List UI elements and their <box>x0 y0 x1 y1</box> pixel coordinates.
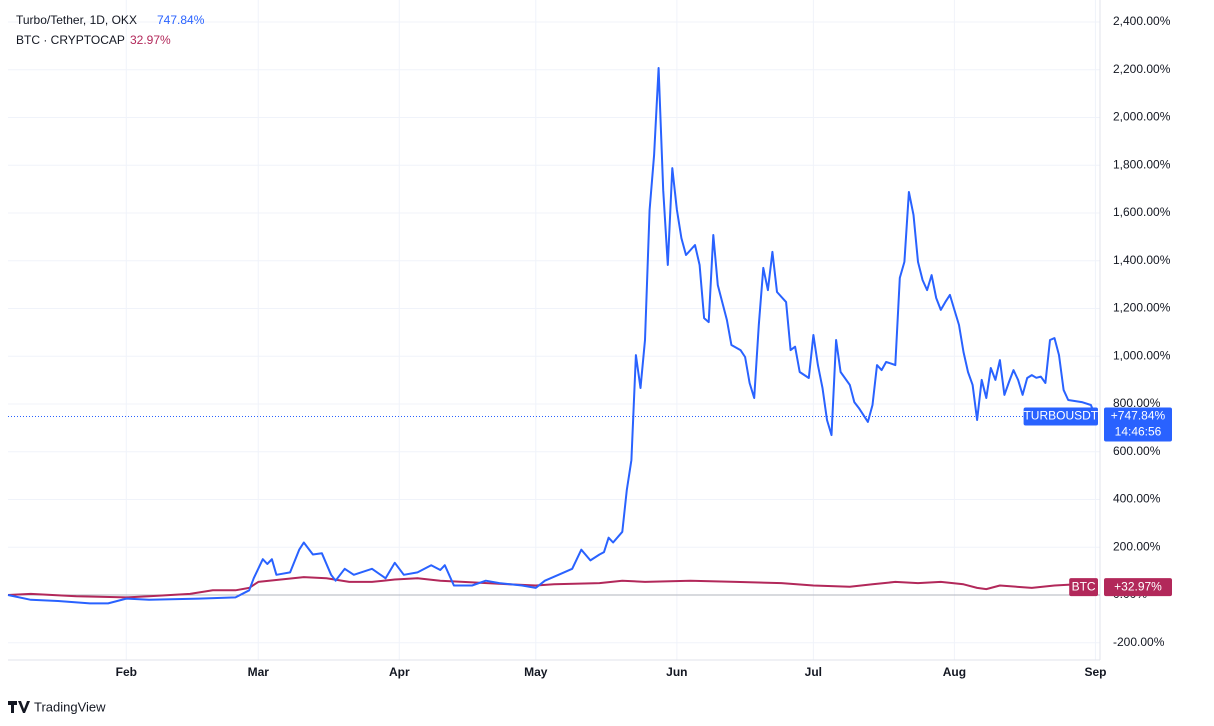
y-tick-label: 1,800.00% <box>1113 157 1171 171</box>
legend-value: 747.84% <box>157 13 205 27</box>
y-tick-label: 2,000.00% <box>1113 110 1171 124</box>
series-badge: BTC <box>1072 579 1096 593</box>
series-badge-box <box>1023 407 1098 426</box>
y-tick-label: 200.00% <box>1113 539 1161 553</box>
x-tick-label: Feb <box>116 665 137 679</box>
price-badge: +32.97% <box>1114 579 1162 593</box>
y-tick-label: 1,600.00% <box>1113 205 1171 219</box>
y-tick-label: 800.00% <box>1113 396 1161 410</box>
series-line <box>7 576 1096 599</box>
x-tick-label: Apr <box>389 665 410 679</box>
legend-name: Turbo/Tether, 1D, OKX <box>16 13 137 27</box>
brand-logo: TradingView <box>8 699 106 714</box>
logo-icon <box>8 701 30 713</box>
price-badge-time: 14:46:56 <box>1115 425 1162 439</box>
x-tick-label: Aug <box>943 665 966 679</box>
legend-value: 32.97% <box>130 33 171 47</box>
brand-name: TradingView <box>34 699 106 714</box>
series-badge: TURBOUSDT <box>1023 409 1098 423</box>
x-tick-label: Jul <box>805 665 822 679</box>
y-tick-label: 600.00% <box>1113 444 1161 458</box>
x-tick-label: Sep <box>1084 665 1106 679</box>
grid <box>8 0 1100 660</box>
y-tick-label: 2,200.00% <box>1113 62 1171 76</box>
price-badge-box <box>1104 407 1172 442</box>
y-tick-label: 1,400.00% <box>1113 253 1171 267</box>
y-tick-label: 1,200.00% <box>1113 301 1171 315</box>
legend: Turbo/Tether, 1D, OKX 747.84% BTC · CRYP… <box>16 13 205 47</box>
legend-name: BTC · CRYPTOCAP <box>16 33 125 47</box>
x-tick-label: Mar <box>248 665 270 679</box>
y-tick-label: 2,400.00% <box>1113 14 1171 28</box>
y-tick-label: 400.00% <box>1113 492 1161 506</box>
series-badge-box <box>1069 578 1098 597</box>
x-tick-label: Jun <box>666 665 687 679</box>
y-tick-label: 1,000.00% <box>1113 348 1171 362</box>
price-badge-box <box>1104 578 1172 597</box>
x-tick-label: May <box>524 665 548 679</box>
y-tick-label: -200.00% <box>1113 635 1165 649</box>
price-badge: +747.84% <box>1111 409 1166 423</box>
series-line <box>7 67 1097 605</box>
